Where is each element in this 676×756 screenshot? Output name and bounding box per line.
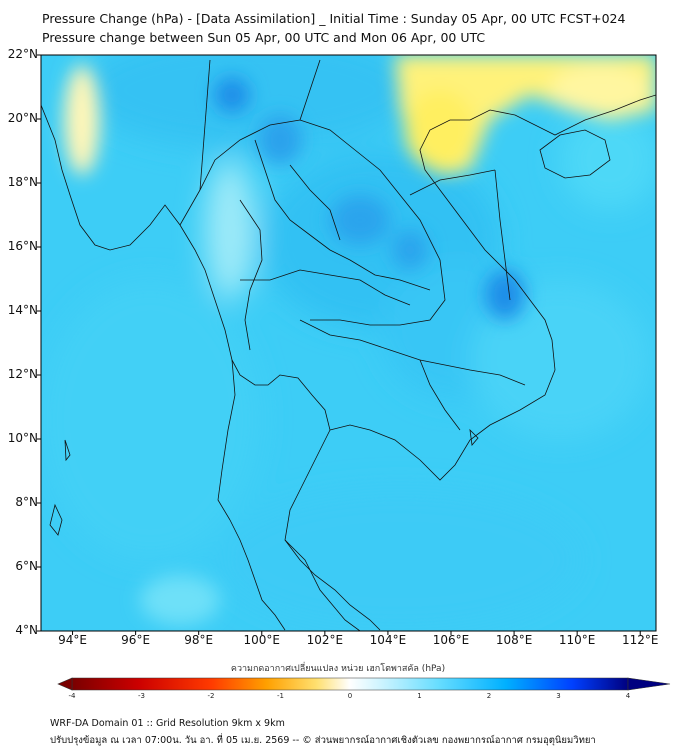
lon-tick-label: 112°E xyxy=(621,633,659,647)
coastline-borders xyxy=(41,59,656,631)
lon-tick-label: 100°E xyxy=(243,633,281,647)
map-title: Pressure Change (hPa) - [Data Assimilati… xyxy=(42,11,626,26)
pressure-change-map xyxy=(37,54,671,691)
lon-tick-label: 110°E xyxy=(558,633,596,647)
colorbar-tick-label: 4 xyxy=(625,692,631,700)
lon-tick-label: 96°E xyxy=(121,633,151,647)
colorbar-tick-label: -2 xyxy=(207,692,215,700)
lon-tick-label: 108°E xyxy=(495,633,533,647)
colorbar-tick-label: -4 xyxy=(68,692,76,700)
colorbar-tick-label: -3 xyxy=(138,692,145,700)
colorbar-tick-label: 3 xyxy=(556,692,561,700)
lat-tick-label: 12°N xyxy=(7,367,38,381)
colorbar xyxy=(57,677,671,691)
colorbar-tick-label: -1 xyxy=(277,692,284,700)
lon-tick-label: 94°E xyxy=(58,633,87,647)
lat-tick-label: 4°N xyxy=(15,623,38,637)
lat-tick-label: 16°N xyxy=(7,239,38,253)
lat-tick-label: 22°N xyxy=(7,47,38,61)
map-frame xyxy=(40,54,657,632)
lat-tick-label: 6°N xyxy=(15,559,38,573)
lon-tick-label: 104°E xyxy=(369,633,407,647)
lon-tick-label: 106°E xyxy=(432,633,470,647)
pressure-field xyxy=(41,55,656,631)
footer-domain-info: WRF-DA Domain 01 :: Grid Resolution 9km … xyxy=(50,718,285,729)
lon-tick-label: 102°E xyxy=(306,633,344,647)
lat-tick-label: 14°N xyxy=(7,303,38,317)
colorbar-tick-label: 1 xyxy=(417,692,422,700)
colorbar-tick-label: 0 xyxy=(347,692,353,700)
colorbar-tick-label: 2 xyxy=(486,692,492,700)
map-subtitle: Pressure change between Sun 05 Apr, 00 U… xyxy=(42,30,486,45)
axis-ticks xyxy=(37,54,641,635)
colorbar-title: ความกดอากาศเปลี่ยนแปลง หน่วย เฮกโตพาสคัล… xyxy=(230,664,446,674)
footer-credit: ปรับปรุงข้อมูล ณ เวลา 07:00น. วัน อา. ที… xyxy=(50,735,596,746)
lat-tick-label: 18°N xyxy=(7,175,38,189)
lat-tick-label: 8°N xyxy=(15,495,38,509)
lon-tick-label: 98°E xyxy=(184,633,214,647)
lat-tick-label: 20°N xyxy=(7,111,38,125)
lat-tick-label: 10°N xyxy=(7,431,38,445)
